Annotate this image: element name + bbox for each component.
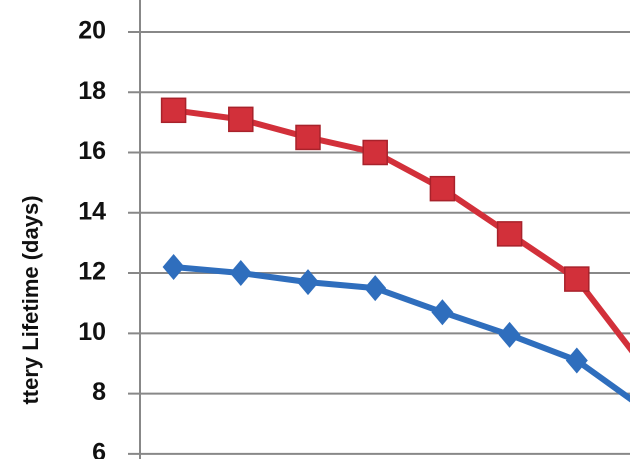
y-tick-label: 6 [92,438,106,459]
series-line [173,264,630,403]
marker [297,269,319,296]
marker [364,275,387,302]
y-tick-label: 14 [78,197,106,225]
y-tick-label: 8 [92,378,106,406]
series-line [173,107,630,354]
y-tick-label: 16 [78,137,106,165]
marker [496,221,523,247]
y-axis-title: ttery Lifetime (days) [18,195,43,404]
marker [431,299,454,326]
marker [160,97,187,124]
marker [565,347,588,374]
y-tick-label: 12 [78,258,106,286]
marker [564,266,590,292]
marker [498,321,521,348]
y-tick-label: 10 [78,318,106,346]
marker [429,175,456,202]
marker [228,106,254,133]
y-tick-label: 18 [78,77,106,105]
marker [229,260,252,287]
marker [295,124,321,151]
y-tick-label: 20 [78,17,106,45]
marker [362,139,388,166]
marker [162,254,185,281]
